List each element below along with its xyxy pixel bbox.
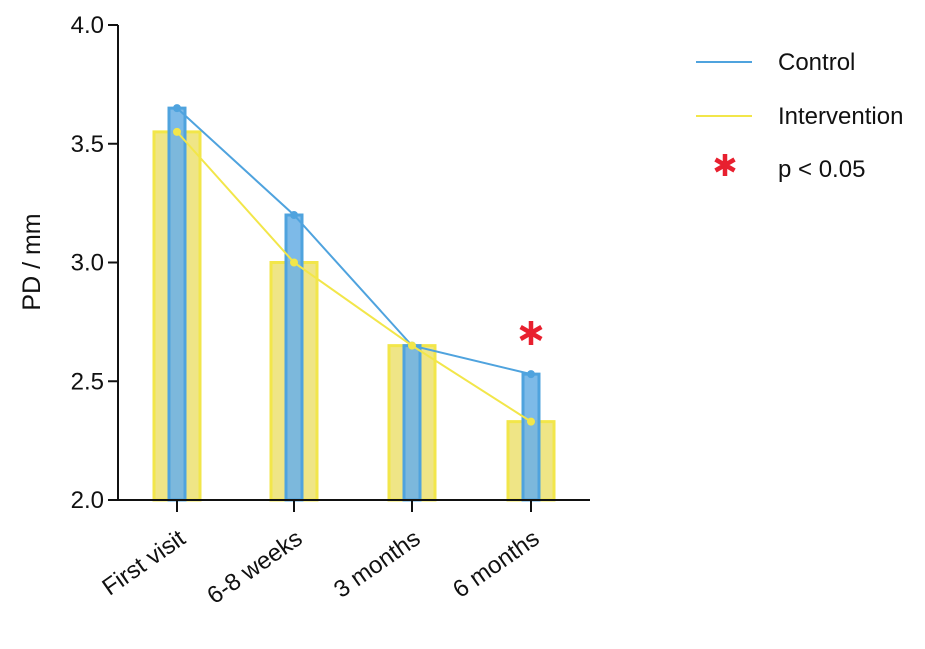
control-bar (167, 106, 187, 502)
y-tick-label: 3.0 (71, 250, 104, 277)
x-ticks: First visit 6-8 weeks 3 months 6 months (97, 500, 544, 610)
series-lines (173, 104, 535, 426)
y-axis-title: PD / mm (18, 213, 46, 310)
significance-marker (519, 321, 543, 345)
legend-significance-star (714, 154, 736, 176)
y-ticks: 2.0 2.5 3.0 3.5 4.0 (71, 12, 118, 514)
intervention-point (527, 417, 535, 426)
legend-label-significance: p < 0.05 (778, 156, 865, 183)
intervention-point (290, 258, 298, 267)
y-tick-label: 3.5 (71, 131, 104, 158)
x-tick-label: 6-8 weeks (202, 525, 307, 610)
control-bar (402, 344, 422, 502)
legend-label-intervention: Intervention (778, 103, 903, 130)
control-bar (521, 372, 541, 502)
control-point (527, 370, 535, 379)
control-point (173, 104, 181, 113)
control-point (290, 211, 298, 219)
y-tick-label: 4.0 (71, 12, 104, 39)
intervention-bars (152, 130, 556, 502)
control-bar (284, 213, 304, 502)
legend-star-shape (714, 154, 736, 176)
y-tick-label: 2.0 (71, 487, 104, 514)
y-tick-label: 2.5 (71, 368, 104, 395)
legend-label-control: Control (778, 49, 855, 76)
legend: Control Intervention p < 0.05 (696, 49, 903, 183)
significance-star (519, 321, 543, 345)
x-tick-label: 6 months (448, 525, 544, 604)
control-line (176, 107, 532, 376)
x-tick-label: 3 months (329, 525, 425, 604)
x-tick-label: First visit (97, 525, 190, 602)
intervention-line (176, 131, 532, 423)
intervention-point (173, 127, 181, 136)
intervention-point (408, 341, 416, 350)
